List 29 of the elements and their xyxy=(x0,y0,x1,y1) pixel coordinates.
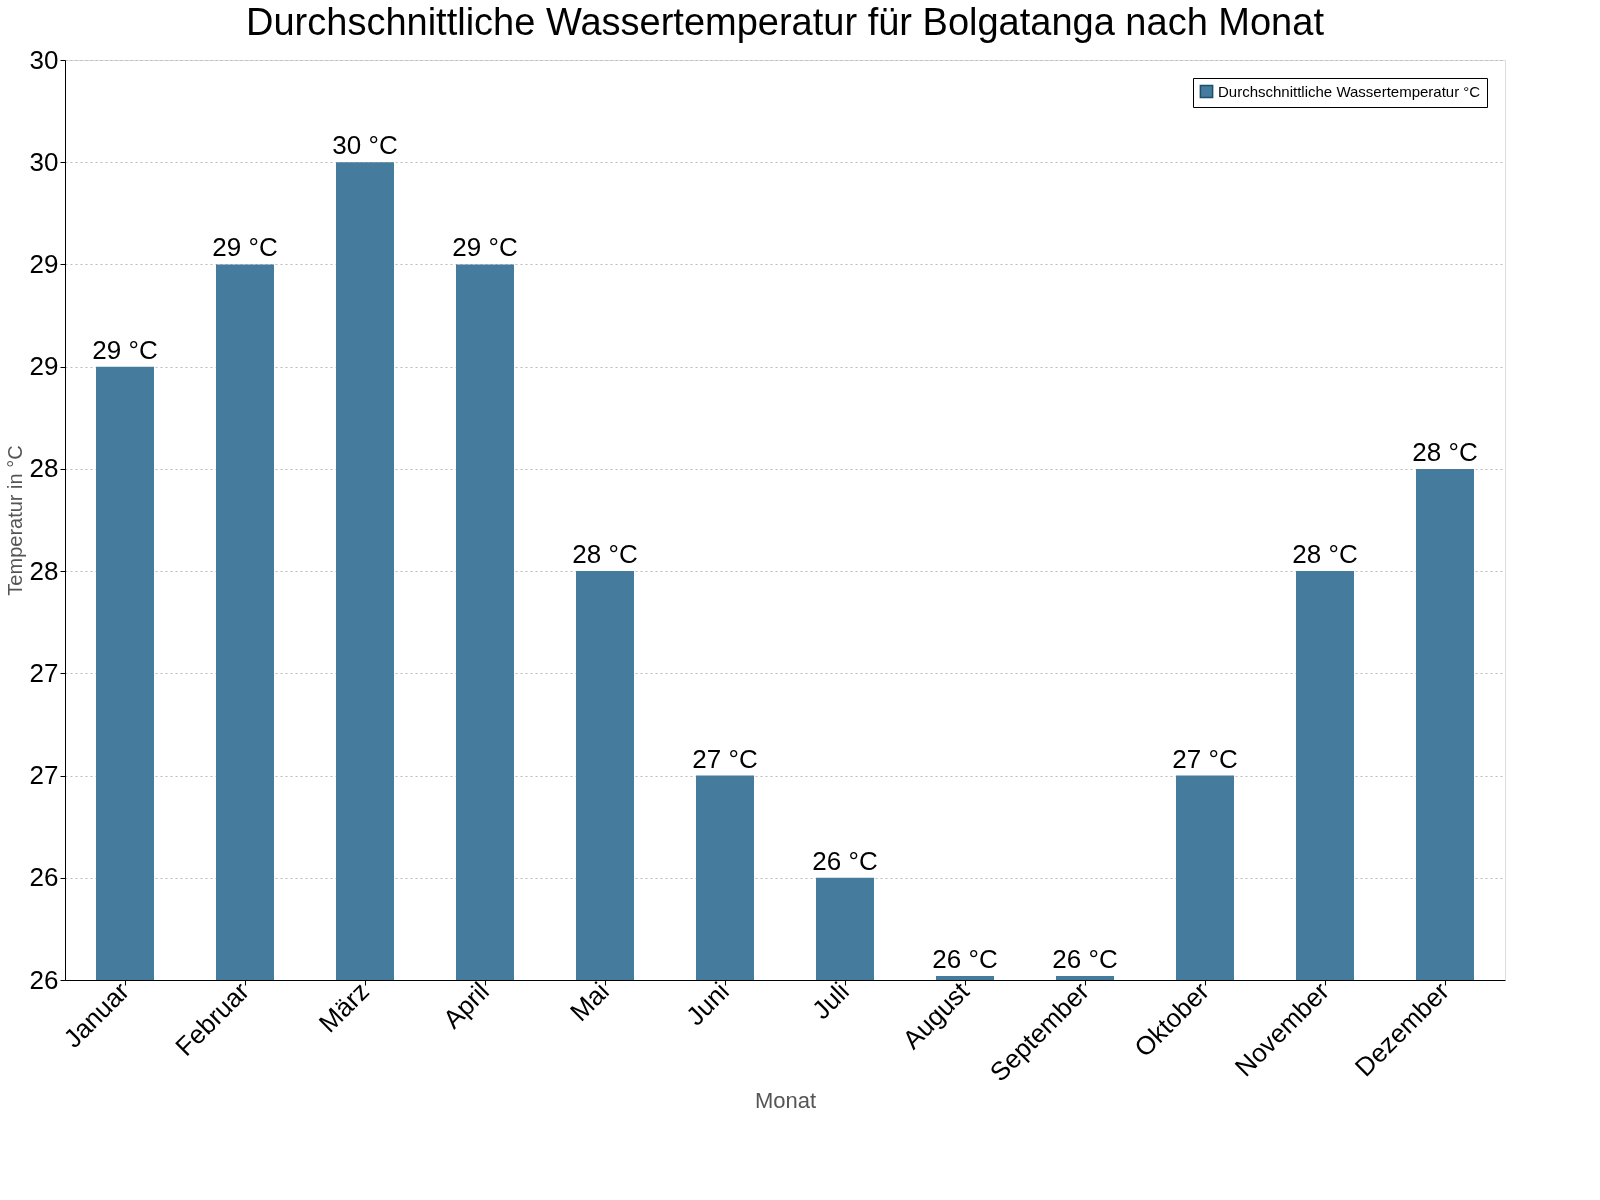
data-label: 29 °C xyxy=(452,232,518,263)
data-label: 27 °C xyxy=(1172,743,1238,774)
chart-title: Durchschnittliche Wassertemperatur für Bolgatanga nach Monat xyxy=(246,1,1325,43)
data-label: 28 °C xyxy=(1412,436,1478,467)
data-label: 29 °C xyxy=(92,334,158,365)
legend-label: Durchschnittliche Wassertemperatur °C xyxy=(1218,82,1481,100)
y-tick-label: 29 xyxy=(29,248,59,279)
y-tick-label: 30 xyxy=(29,44,59,75)
y-tick-label: 28 xyxy=(29,555,59,586)
data-label: 27 °C xyxy=(692,743,758,774)
data-label: 26 °C xyxy=(1052,943,1118,974)
y-tick-label: 27 xyxy=(29,760,59,791)
data-label: 30 °C xyxy=(332,130,398,161)
x-axis-title: Monat xyxy=(754,1087,817,1113)
y-tick-label: 26 xyxy=(29,862,59,893)
x-tick-label: Juli xyxy=(806,976,855,1025)
x-tick-label: Mai xyxy=(564,976,615,1028)
data-label: 29 °C xyxy=(212,232,278,263)
data-label: 28 °C xyxy=(572,539,638,570)
y-tick-label: 28 xyxy=(29,453,59,484)
y-tick-label: 26 xyxy=(29,964,59,995)
data-label: 28 °C xyxy=(1292,539,1358,570)
x-tick-label: Juni xyxy=(679,976,735,1032)
data-label: 26 °C xyxy=(812,845,878,876)
y-tick-label: 30 xyxy=(29,146,59,177)
y-axis-title: Temperatur in °C xyxy=(3,445,26,596)
y-tick-label: 29 xyxy=(29,351,59,382)
y-tick-label: 27 xyxy=(29,657,59,688)
data-label: 26 °C xyxy=(932,943,998,974)
